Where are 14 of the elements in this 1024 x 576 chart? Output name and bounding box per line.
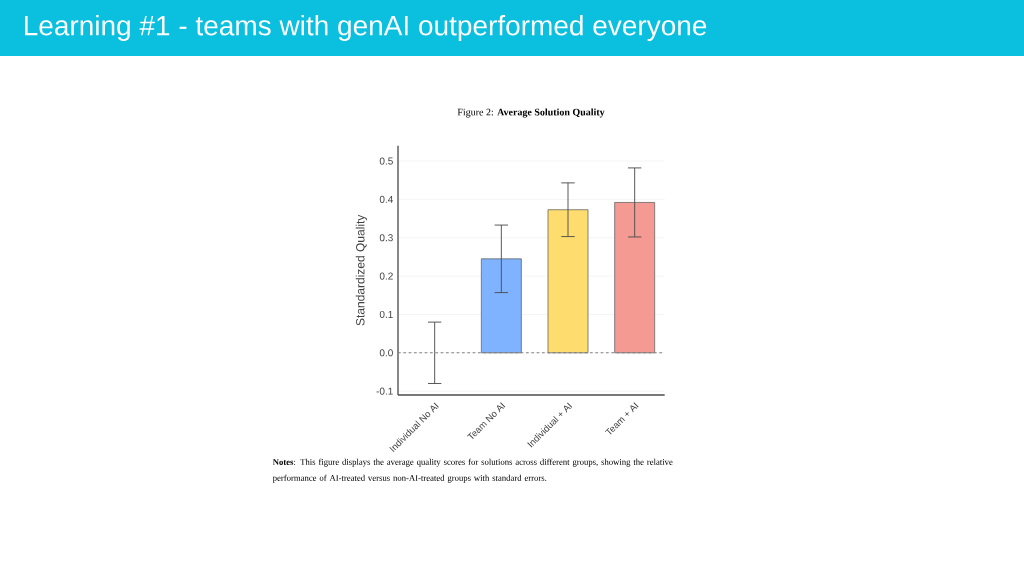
y-tick-label: 0.3 [379, 234, 393, 242]
text: Notes: This figure displays the average quality scores for solutions across different groups, showing the relative performance of AI-treated versus non-AI-treated groups with standard errors. [272, 458, 673, 483]
y-tick-label: 0.1 [379, 310, 393, 318]
bar [480, 258, 522, 354]
bar [547, 209, 589, 354]
chart-subtitle: Figure 2: Average Solution Quality [457, 108, 605, 118]
y-tick-label: 0.0 [379, 349, 393, 357]
y-tick-label: 0.4 [379, 195, 393, 203]
bar [614, 202, 656, 354]
y-tick-label: 0.5 [379, 157, 393, 165]
y-tick-label: 0.2 [379, 272, 393, 280]
y-tick-label: -0.1 [376, 387, 393, 395]
chart-title: Learning #1 - teams with genAI outperformed everyone [25, 14, 707, 42]
y-axis-title: Standardized Quality [355, 214, 367, 326]
